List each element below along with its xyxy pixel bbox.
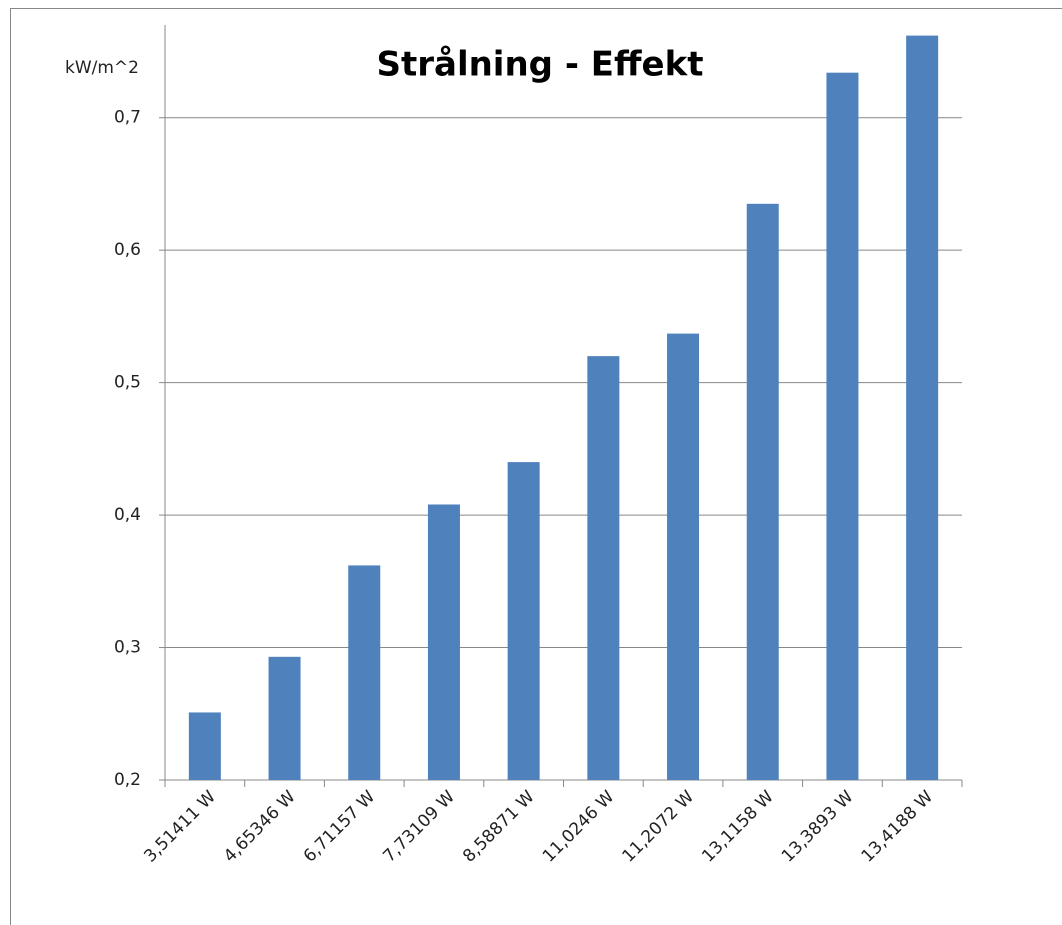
y-tick-label: 0,2 [114, 770, 141, 790]
bar [826, 72, 859, 781]
chart-frame [10, 8, 1062, 925]
bar [667, 333, 700, 780]
bar [507, 462, 540, 780]
x-tick-label: 6,71157 W [300, 787, 380, 867]
bar [427, 504, 460, 780]
y-tick-label: 0,7 [114, 108, 141, 128]
chart-title: Strålning - Effekt [377, 45, 704, 85]
bar [268, 656, 301, 780]
x-tick-label: 3,51411 W [140, 787, 220, 867]
y-axis-label: kW/m^2 [65, 58, 139, 78]
x-tick-label: 8,58871 W [459, 787, 539, 867]
y-tick-label: 0,3 [114, 638, 141, 658]
bar [188, 712, 221, 780]
x-tick-label: 11,0246 W [539, 787, 619, 867]
x-tick-label: 7,73109 W [379, 787, 459, 867]
bar [906, 35, 939, 780]
x-tick-label: 4,65346 W [220, 787, 300, 867]
bar [746, 203, 779, 780]
x-tick-label: 11,2072 W [619, 787, 699, 867]
x-tick-label: 13,4188 W [858, 787, 938, 867]
x-tick-label: 13,3893 W [778, 787, 858, 867]
bar [587, 356, 620, 780]
bar [348, 565, 381, 780]
y-tick-label: 0,4 [114, 505, 141, 525]
x-tick-label: 13,1158 W [698, 787, 778, 867]
y-tick-label: 0,6 [114, 240, 141, 260]
y-tick-label: 0,5 [114, 373, 141, 393]
